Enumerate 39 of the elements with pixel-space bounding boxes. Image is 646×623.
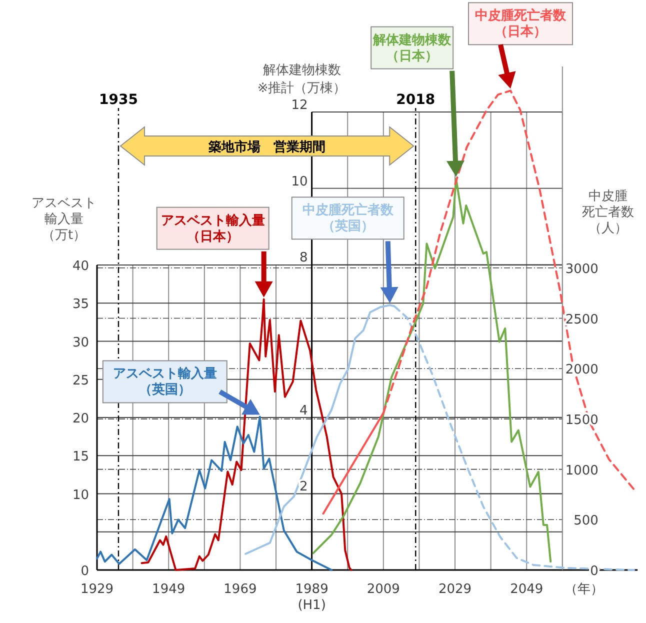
x-tick-label: 1929 (80, 582, 114, 597)
text: 築地市場 営業期間 (208, 139, 326, 155)
y2-tick-label: 12 (291, 98, 308, 113)
x-tick-label: 2009 (366, 582, 400, 597)
ref-line-label: 1935 (98, 92, 138, 108)
y-tick-label: 35 (72, 297, 89, 312)
x-tick-label: 2049 (510, 582, 544, 597)
y-tick-label: 40 (72, 259, 89, 274)
y2-tick-label: 2 (300, 480, 308, 495)
x-tick-label: 1969 (224, 582, 257, 597)
y2-tick-label: 4 (300, 403, 308, 418)
x-tick-label: 1989 (H1) (295, 582, 328, 613)
y2-tick-label: 8 (300, 250, 308, 266)
text: 解体建物棟数（日本） (372, 32, 452, 64)
text: アスベスト輸入量（日本） (160, 212, 265, 244)
ref-line-label: 2018 (396, 92, 436, 108)
y-tick-label: 20 (72, 412, 89, 426)
y-tick-label: 10 (72, 488, 89, 503)
line-series (96, 416, 332, 571)
y3-tick-label: 2500 (565, 312, 598, 328)
y-tick-label: 25 (72, 373, 89, 388)
y3-tick-label: 1000 (565, 463, 598, 478)
x-tick-label: 1949 (152, 582, 186, 597)
line-series (140, 298, 352, 571)
y3-tick-label: 500 (574, 514, 598, 529)
y3-axis-title: 中皮腫死亡者数（人） (582, 189, 634, 236)
y2-tick-label: 10 (291, 174, 308, 190)
y-tick-label: 30 (72, 335, 89, 350)
y-tick-label: 15 (72, 450, 89, 465)
x-axis-title: （年） (564, 582, 604, 597)
y2-axis-title: 解体建物棟数※推計（万棟） (257, 63, 346, 96)
y3-tick-label: 1500 (565, 412, 598, 428)
y-tick-label: 0 (80, 564, 89, 579)
x-tick-label: 2029 (438, 582, 472, 597)
y-axis-title: アスベスト輸入量（万t） (32, 196, 96, 243)
y3-tick-label: 3000 (565, 262, 598, 277)
text: 中皮腫死亡者数（英国） (302, 202, 394, 234)
text: アスベスト輸入量（英国） (112, 366, 217, 398)
text: 中皮腫死亡者数（日本） (475, 8, 568, 40)
